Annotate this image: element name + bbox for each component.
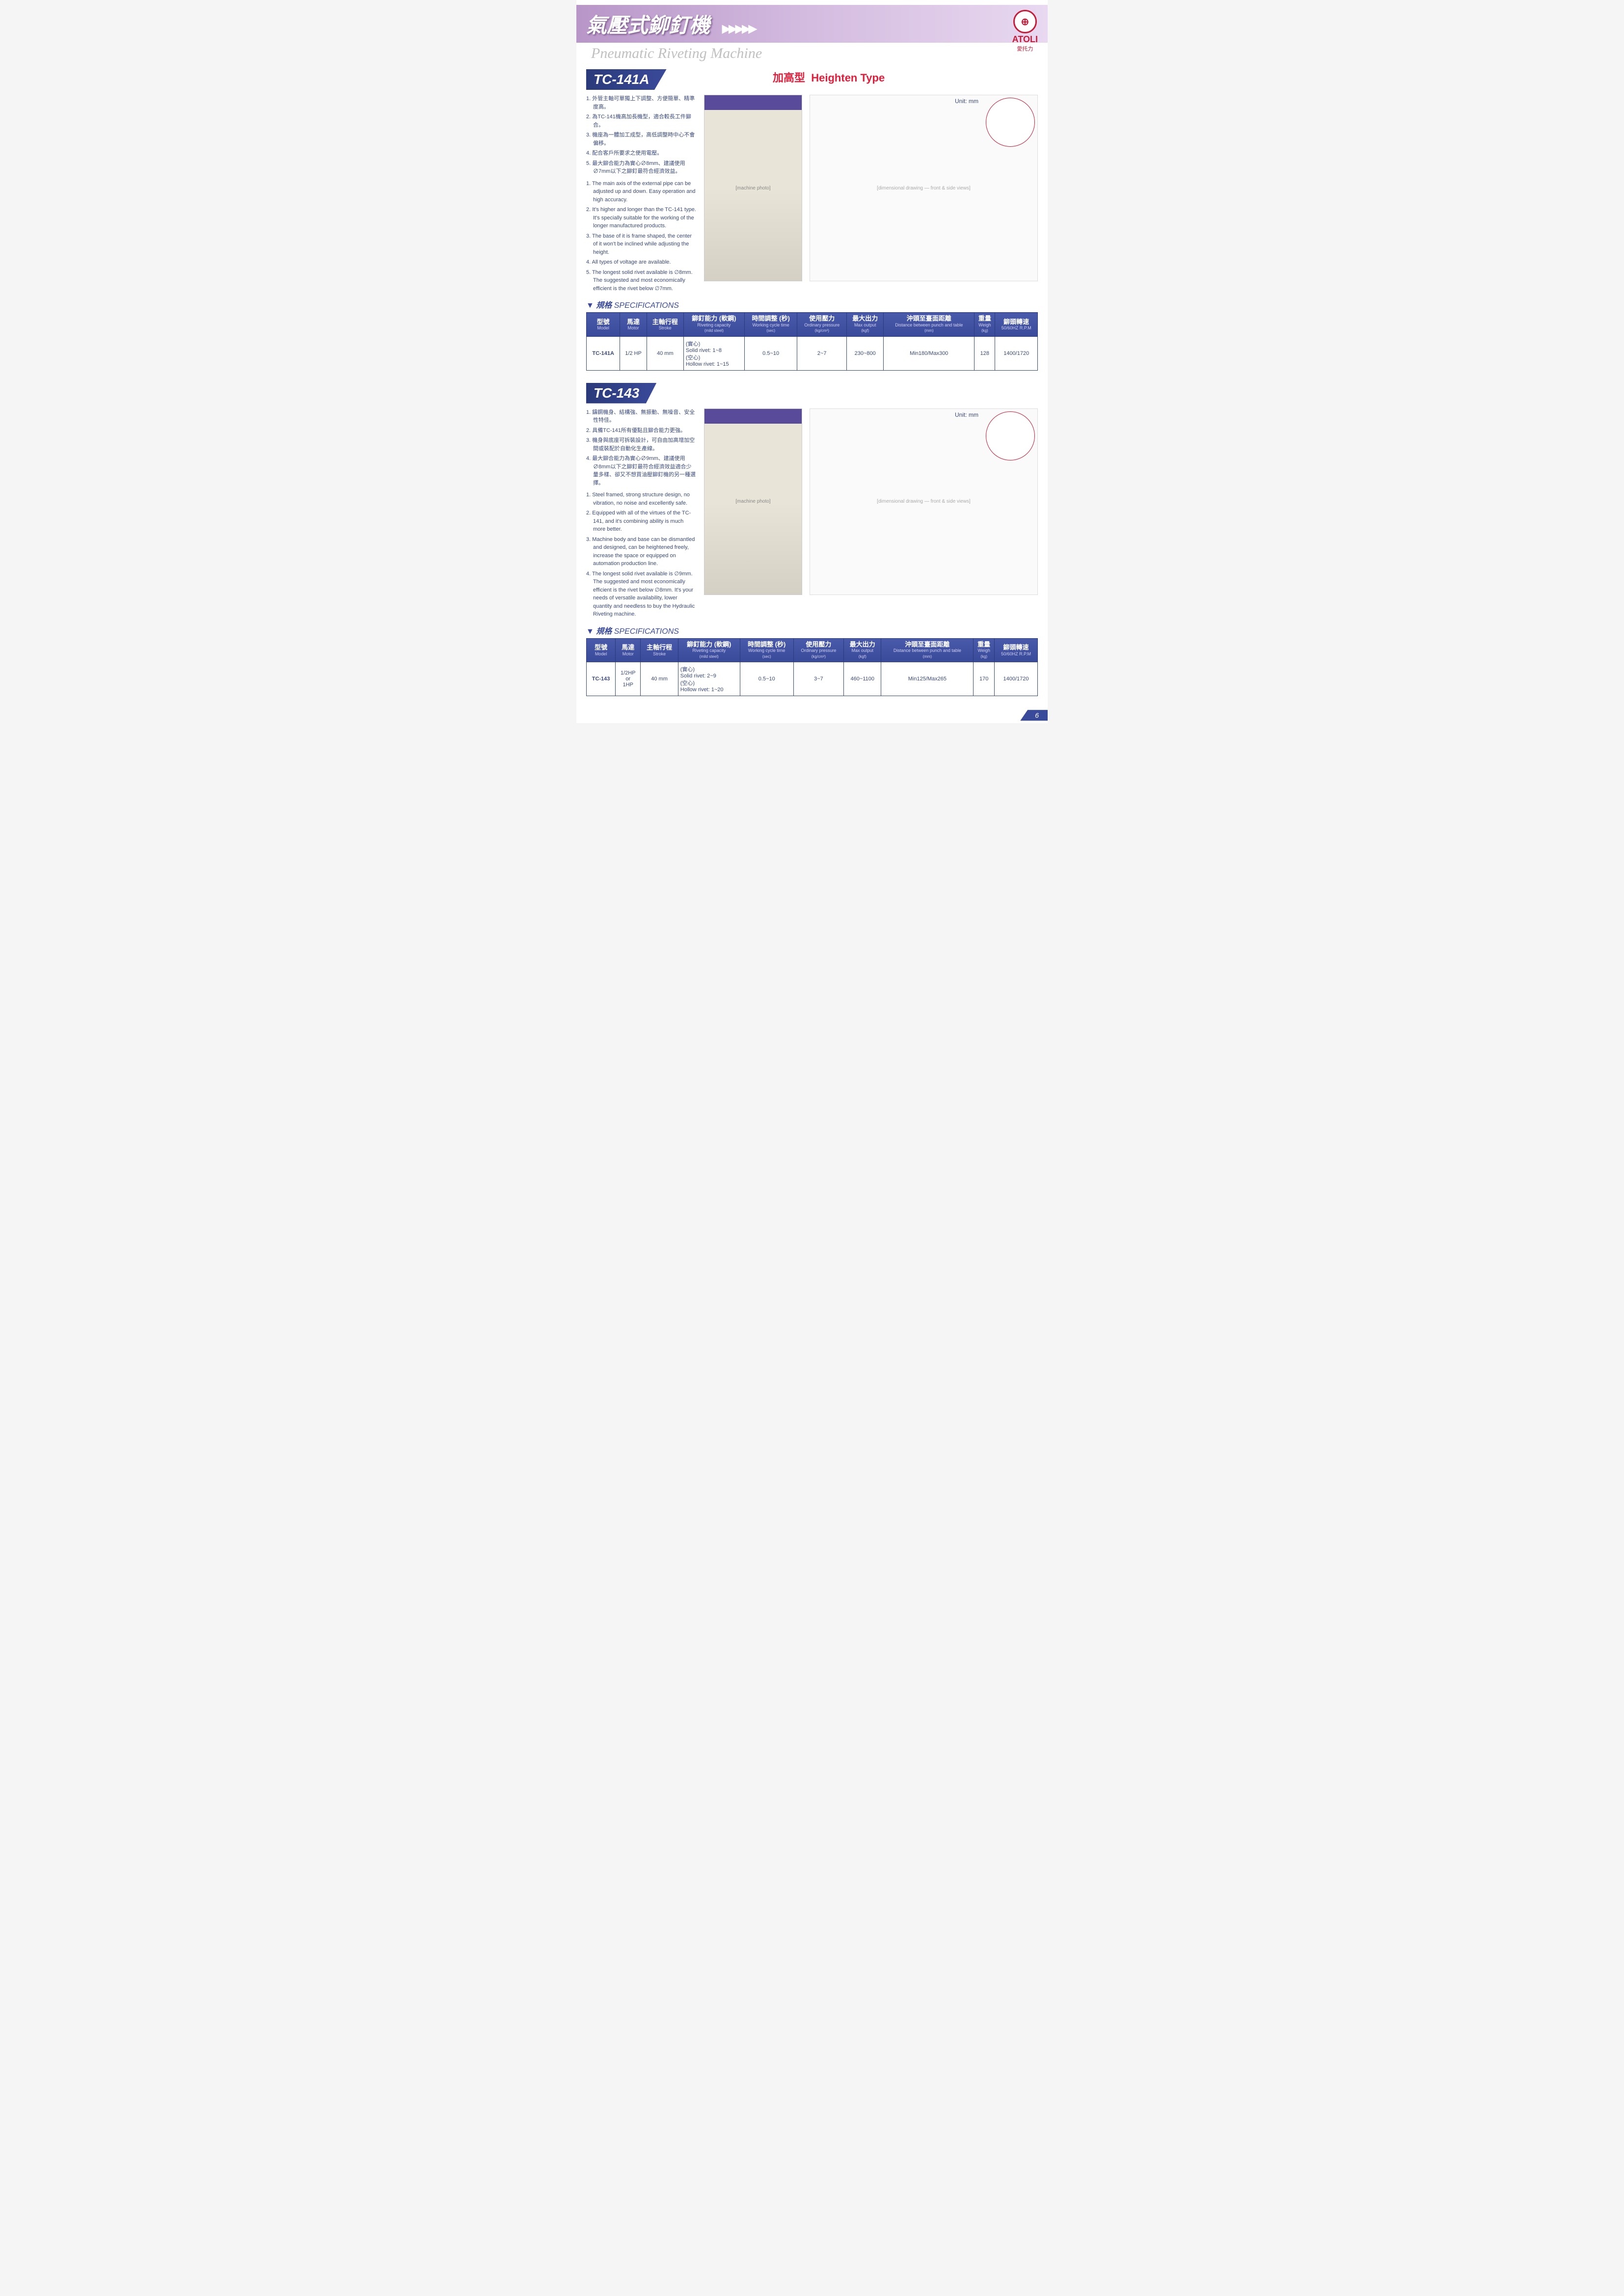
desc-point: 2. Equipped with all of the virtues of t…	[586, 509, 697, 534]
table-cell: (實心) Solid rivet: 1~8 (空心) Hollow rivet:…	[683, 336, 744, 370]
decorative-arrows: ▶▶▶▶▶	[722, 22, 755, 36]
table-header: 時間調整 (秒)Working cycle time(sec)	[740, 638, 793, 662]
table-header: 使用壓力Ordinary pressure(kg/cm²)	[797, 313, 847, 337]
page-number: 6	[1020, 710, 1048, 721]
desc-point: 4. 最大鉚合能力為實心∅9mm、建議使用∅8mm以下之鉚釘最符合經濟效益適合少…	[586, 455, 697, 487]
table-cell: 128	[974, 336, 995, 370]
description-column: 1. 外管主軸可單獨上下調整、方便簡單、精準度高。 2. 為TC-141機高加長機…	[586, 95, 697, 295]
spec-heading: 規格 SPECIFICATIONS	[586, 298, 1038, 310]
table-cell: 1400/1720	[995, 336, 1038, 370]
product-photo: [machine photo]	[704, 95, 802, 295]
desc-point: 5. 最大鉚合能力為實心∅8mm、建議使用∅7mm以下之鉚釘最符合經濟效益。	[586, 160, 697, 176]
table-cell: 40 mm	[641, 662, 678, 696]
spec-table-2: 型號Model馬達Motor主軸行程Stroke鉚釘能力 (軟鋼)Rivetin…	[586, 638, 1038, 697]
table-header: 使用壓力Ordinary pressure(kg/cm²)	[793, 638, 843, 662]
table-cell: TC-143	[587, 662, 616, 696]
header-band: 氣壓式鉚釘機 ▶▶▶▶▶ ⊕ ATOLI 愛托力	[576, 5, 1048, 43]
technical-drawing: Unit: mm [dimensional drawing — front & …	[810, 95, 1038, 295]
desc-point: 4. The longest solid rivet available is …	[586, 570, 697, 619]
table-cell: TC-141A	[587, 336, 620, 370]
table-cell: 1/2 HP	[620, 336, 647, 370]
table-cell: 1/2HP or 1HP	[616, 662, 641, 696]
table-header: 馬達Motor	[616, 638, 641, 662]
desc-point: 1. 鑄鋼機身、結構強、無振動、無噪音、安全性特佳。	[586, 408, 697, 425]
unit-label: Unit: mm	[955, 98, 978, 105]
desc-point: 3. The base of it is frame shaped, the c…	[586, 232, 697, 257]
table-header: 沖頭至臺面距離Distance between punch and table(…	[884, 313, 974, 337]
table-header: 時間調整 (秒)Working cycle time(sec)	[744, 313, 797, 337]
desc-point: 3. Machine body and base can be dismantl…	[586, 536, 697, 568]
table-header: 主軸行程Stroke	[641, 638, 678, 662]
table-cell: 40 mm	[647, 336, 683, 370]
model-badge: TC-141A	[586, 69, 667, 90]
table-cell: Min125/Max265	[881, 662, 974, 696]
table-header: 主軸行程Stroke	[647, 313, 683, 337]
brand-logo: ⊕ ATOLI 愛托力	[1012, 10, 1038, 53]
table-header: 型號Model	[587, 638, 616, 662]
desc-point: 2. 具備TC-141所有優點且鉚合能力更強。	[586, 427, 697, 435]
table-cell: 1400/1720	[995, 662, 1038, 696]
table-header: 鉚頭轉速50/60HZ R.P.M	[995, 313, 1038, 337]
table-header: 鉚頭轉速50/60HZ R.P.M	[995, 638, 1038, 662]
spec-heading: 規格 SPECIFICATIONS	[586, 624, 1038, 636]
heighten-label: 加高型 Heighten Type	[773, 69, 885, 85]
desc-point: 3. 機座為一體加工成型，高低調整時中心不會偏移。	[586, 131, 697, 147]
catalog-page: 氣壓式鉚釘機 ▶▶▶▶▶ ⊕ ATOLI 愛托力 Pneumatic Rivet…	[576, 0, 1048, 723]
table-cell: 3~7	[793, 662, 843, 696]
english-title: Pneumatic Riveting Machine	[586, 45, 1038, 62]
table-header: 馬達Motor	[620, 313, 647, 337]
desc-point: 1. The main axis of the external pipe ca…	[586, 180, 697, 204]
product-photo: [machine photo]	[704, 408, 802, 621]
logo-subtitle: 愛托力	[1012, 45, 1038, 53]
table-cell: 2~7	[797, 336, 847, 370]
logo-icon: ⊕	[1013, 10, 1037, 33]
table-header: 鉚釘能力 (軟鋼)Riveting capacity(mild steel)	[683, 313, 744, 337]
logo-text: ATOLI	[1012, 34, 1038, 45]
table-cell: 0.5~10	[740, 662, 793, 696]
section-tc143: TC-143 1. 鑄鋼機身、結構強、無振動、無噪音、安全性特佳。 2. 具備TC…	[586, 383, 1038, 697]
technical-drawing: Unit: mm [dimensional drawing — front & …	[810, 408, 1038, 621]
detail-circle	[986, 98, 1035, 147]
desc-point: 1. Steel framed, strong structure design…	[586, 491, 697, 507]
section-tc141a: TC-141A 加高型 Heighten Type 1. 外管主軸可單獨上下調整…	[586, 69, 1038, 371]
desc-point: 4. All types of voltage are available.	[586, 258, 697, 267]
detail-circle	[986, 411, 1035, 460]
table-header: 型號Model	[587, 313, 620, 337]
table-cell: 460~1100	[844, 662, 881, 696]
table-cell: 0.5~10	[744, 336, 797, 370]
spec-table-1: 型號Model馬達Motor主軸行程Stroke鉚釘能力 (軟鋼)Rivetin…	[586, 312, 1038, 371]
chinese-title: 氣壓式鉚釘機	[586, 9, 710, 39]
table-header: 最大出力Max output(kgf)	[844, 638, 881, 662]
table-cell: 230~800	[847, 336, 884, 370]
desc-point: 5. The longest solid rivet available is …	[586, 269, 697, 293]
table-cell: (實心) Solid rivet: 2~9 (空心) Hollow rivet:…	[678, 662, 740, 696]
table-header: 重量Weigh(kg)	[974, 313, 995, 337]
desc-point: 3. 機身與底座可拆裝設計，可自由加高增加空間或裝配於自動化生產線。	[586, 436, 697, 453]
table-header: 重量Weigh(kg)	[974, 638, 995, 662]
desc-point: 4. 配合客戶所要求之使用電壓。	[586, 149, 697, 158]
desc-point: 1. 外管主軸可單獨上下調整、方便簡單、精準度高。	[586, 95, 697, 111]
table-cell: Min180/Max300	[884, 336, 974, 370]
desc-point: 2. 為TC-141機高加長機型，適合較長工件鉚合。	[586, 113, 697, 129]
table-cell: 170	[974, 662, 995, 696]
table-header: 沖頭至臺面距離Distance between punch and table(…	[881, 638, 974, 662]
unit-label: Unit: mm	[955, 411, 978, 418]
description-column: 1. 鑄鋼機身、結構強、無振動、無噪音、安全性特佳。 2. 具備TC-141所有優…	[586, 408, 697, 621]
model-badge: TC-143	[586, 383, 656, 404]
table-header: 鉚釘能力 (軟鋼)Riveting capacity(mild steel)	[678, 638, 740, 662]
table-header: 最大出力Max output(kgf)	[847, 313, 884, 337]
desc-point: 2. It's higher and longer than the TC-14…	[586, 206, 697, 230]
